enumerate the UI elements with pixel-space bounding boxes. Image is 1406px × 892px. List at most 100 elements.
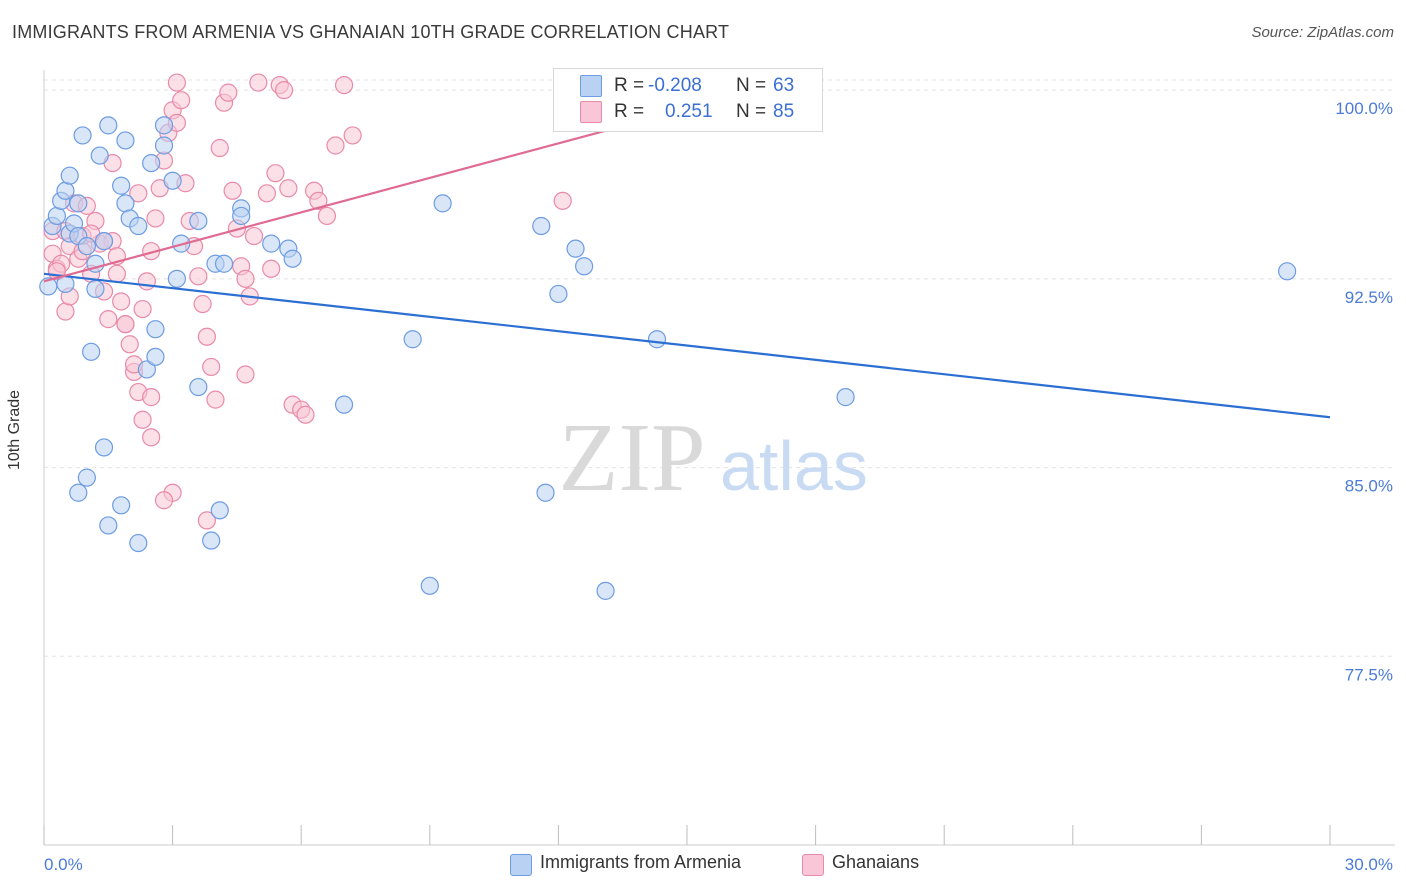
chart-source: Source: ZipAtlas.com bbox=[1251, 24, 1394, 41]
point-pink bbox=[223, 181, 242, 200]
point-pink bbox=[219, 83, 238, 102]
point-pink bbox=[197, 327, 216, 346]
point-blue bbox=[60, 166, 79, 185]
point-blue bbox=[94, 232, 114, 251]
point-pink bbox=[262, 259, 281, 278]
point-pink bbox=[133, 299, 152, 319]
watermark-atlas: atlas bbox=[720, 427, 868, 505]
point-pink bbox=[137, 272, 156, 291]
point-blue bbox=[99, 516, 118, 535]
stats-r-ghanaians: 0.251 bbox=[665, 101, 713, 122]
y-tick-label: 85.0% bbox=[1345, 477, 1393, 496]
point-pink bbox=[206, 390, 225, 409]
y-tick-label: 77.5% bbox=[1345, 665, 1393, 684]
series-ghanaians bbox=[43, 73, 572, 530]
point-blue bbox=[1278, 262, 1297, 281]
point-pink bbox=[197, 511, 216, 530]
point-blue bbox=[142, 154, 161, 173]
point-blue bbox=[116, 131, 135, 150]
point-blue bbox=[99, 116, 118, 135]
point-pink bbox=[274, 81, 294, 100]
point-pink bbox=[99, 310, 118, 329]
point-pink bbox=[193, 294, 212, 314]
x-tick-labels: 0.0% 30.0% bbox=[44, 855, 1393, 874]
stats-r-label: R = bbox=[614, 75, 645, 96]
point-pink bbox=[172, 91, 191, 110]
point-pink bbox=[142, 388, 161, 407]
point-blue bbox=[836, 388, 855, 407]
point-blue bbox=[56, 181, 75, 200]
point-blue bbox=[112, 176, 131, 195]
point-pink bbox=[133, 410, 152, 429]
point-pink bbox=[167, 73, 186, 92]
point-blue bbox=[129, 216, 148, 236]
stats-n-ghanaians: 85 bbox=[773, 101, 795, 122]
point-blue bbox=[86, 279, 105, 299]
point-blue bbox=[163, 171, 182, 190]
legend-swatch-armenia bbox=[510, 854, 532, 876]
point-blue bbox=[154, 116, 174, 135]
point-blue bbox=[69, 194, 88, 213]
point-blue bbox=[549, 284, 568, 304]
point-blue bbox=[189, 377, 208, 397]
point-pink bbox=[116, 315, 135, 334]
point-pink bbox=[107, 264, 126, 283]
series-armenia bbox=[39, 116, 1297, 600]
point-pink bbox=[244, 226, 264, 246]
point-blue bbox=[262, 234, 281, 253]
legend-label-ghanaians: Ghanaians bbox=[832, 852, 920, 872]
legend-label-armenia: Immigrants from Armenia bbox=[540, 852, 742, 872]
point-blue bbox=[73, 126, 92, 145]
point-blue bbox=[137, 360, 156, 379]
stats-box: R = -0.208 N = 63 R = 0.251 N = 85 bbox=[553, 68, 823, 132]
point-pink bbox=[120, 335, 139, 354]
legend-swatch-ghanaians bbox=[802, 854, 824, 876]
point-blue bbox=[433, 194, 452, 213]
x-tick-label-max: 30.0% bbox=[1345, 855, 1393, 874]
point-pink bbox=[210, 138, 229, 158]
stats-n-armenia: 63 bbox=[773, 75, 795, 96]
y-tick-label: 92.5% bbox=[1345, 288, 1393, 307]
point-pink bbox=[129, 184, 148, 203]
point-blue bbox=[566, 239, 585, 258]
point-blue bbox=[575, 257, 594, 276]
x-tick-label-min: 0.0% bbox=[44, 855, 83, 874]
y-tick-label: 100.0% bbox=[1335, 99, 1393, 118]
stats-swatch-ghanaians bbox=[580, 101, 602, 123]
point-pink bbox=[236, 269, 255, 288]
trend-line-pink bbox=[43, 106, 692, 283]
point-pink bbox=[266, 164, 285, 183]
point-blue bbox=[210, 501, 229, 520]
point-pink bbox=[257, 184, 277, 203]
point-blue bbox=[90, 146, 109, 165]
point-pink bbox=[317, 206, 337, 226]
point-pink bbox=[334, 75, 354, 95]
point-pink bbox=[236, 365, 255, 384]
point-pink bbox=[296, 405, 315, 424]
point-pink bbox=[202, 357, 221, 377]
stats-n-label: N = bbox=[736, 75, 767, 96]
point-pink bbox=[189, 267, 208, 286]
point-pink bbox=[142, 428, 161, 447]
point-pink bbox=[146, 209, 165, 228]
watermark-zip: ZIP bbox=[559, 404, 706, 512]
stats-swatch-armenia bbox=[580, 75, 602, 97]
point-blue bbox=[82, 342, 101, 361]
point-blue bbox=[202, 531, 221, 550]
point-blue bbox=[214, 254, 234, 273]
point-blue bbox=[647, 330, 667, 349]
point-blue bbox=[334, 395, 354, 414]
axes bbox=[43, 70, 1395, 846]
point-pink bbox=[249, 73, 268, 92]
point-pink bbox=[553, 191, 572, 210]
stats-r-label: R = bbox=[614, 101, 645, 122]
point-blue bbox=[146, 320, 165, 339]
point-pink bbox=[279, 179, 298, 198]
y-tick-labels: 77.5% 85.0% 92.5% 100.0% bbox=[1335, 99, 1393, 684]
trend-lines bbox=[43, 106, 1331, 419]
point-blue bbox=[283, 249, 302, 268]
point-blue bbox=[116, 194, 135, 213]
point-pink bbox=[154, 491, 174, 510]
point-pink bbox=[56, 302, 75, 321]
